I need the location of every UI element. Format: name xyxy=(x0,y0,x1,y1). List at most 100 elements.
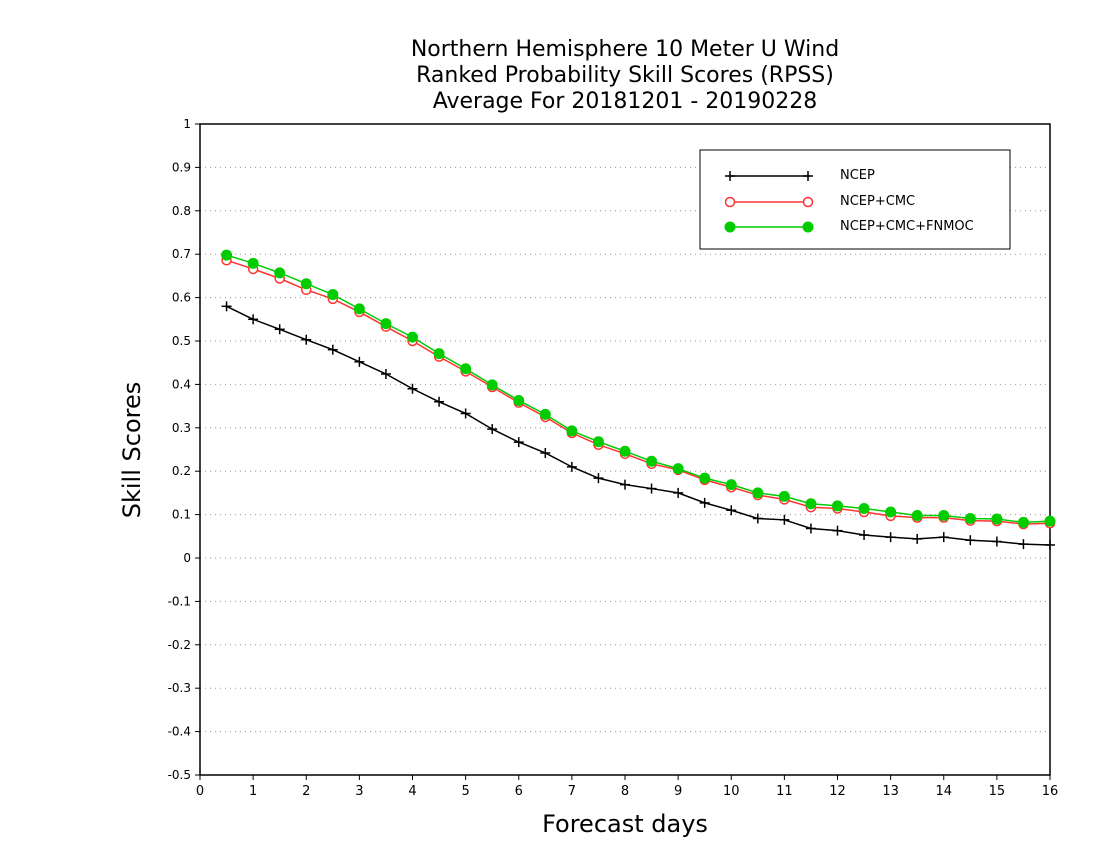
x-tick-label: 4 xyxy=(408,784,416,799)
x-tick-label: 11 xyxy=(776,784,793,799)
data-point xyxy=(646,455,658,467)
data-point xyxy=(540,447,551,458)
data-point xyxy=(407,383,418,394)
data-point xyxy=(434,396,445,407)
data-point xyxy=(380,318,392,330)
data-point xyxy=(353,303,365,315)
x-tick-label: 8 xyxy=(621,784,629,799)
data-point xyxy=(513,394,525,406)
y-tick-label: 0.4 xyxy=(172,377,191,391)
data-point xyxy=(433,348,445,360)
data-point xyxy=(566,461,577,472)
series-line-0 xyxy=(226,305,1051,546)
data-point xyxy=(885,506,897,518)
data-point xyxy=(274,324,285,335)
x-tick-label: 3 xyxy=(355,784,363,799)
y-tick-label: 0.3 xyxy=(172,421,191,435)
data-point xyxy=(247,257,259,269)
legend-marker xyxy=(724,221,736,233)
legend-marker xyxy=(725,171,735,181)
data-point xyxy=(301,334,312,345)
data-point xyxy=(859,529,870,540)
x-tick-label: 2 xyxy=(302,784,310,799)
data-point xyxy=(513,437,524,448)
legend-marker xyxy=(803,171,813,181)
data-point xyxy=(858,503,870,515)
data-point xyxy=(699,497,710,508)
legend-marker xyxy=(802,221,814,233)
data-point xyxy=(912,533,923,544)
x-tick-label: 14 xyxy=(935,784,952,799)
x-tick-label: 7 xyxy=(568,784,576,799)
data-point xyxy=(646,483,657,494)
data-point xyxy=(752,487,764,499)
data-point xyxy=(1044,515,1056,527)
data-point xyxy=(486,379,498,391)
data-point xyxy=(699,472,711,484)
y-tick-label: 0.1 xyxy=(172,508,191,522)
y-tick-label: 1 xyxy=(183,117,191,131)
data-point xyxy=(327,344,338,355)
x-tick-label: 6 xyxy=(515,784,523,799)
data-point xyxy=(673,487,684,498)
x-tick-label: 15 xyxy=(989,784,1006,799)
data-point xyxy=(1045,539,1055,550)
data-point xyxy=(885,532,896,543)
data-point xyxy=(460,363,472,375)
data-point xyxy=(407,331,418,343)
legend-marker xyxy=(802,196,814,208)
series-line-2 xyxy=(226,254,1051,524)
y-tick-label: 0 xyxy=(183,551,191,565)
x-tick-label: 13 xyxy=(882,784,899,799)
data-point xyxy=(1017,516,1029,528)
data-point xyxy=(593,473,604,484)
x-tick-label: 10 xyxy=(723,784,740,799)
y-axis-title: Skill Scores xyxy=(118,381,146,519)
data-point xyxy=(832,525,843,536)
data-point xyxy=(778,490,790,502)
data-point xyxy=(354,356,365,367)
series-0 xyxy=(221,301,1055,550)
data-point xyxy=(460,408,471,419)
y-tick-label: 0.9 xyxy=(172,160,191,174)
data-point xyxy=(779,514,790,525)
data-point xyxy=(300,278,312,290)
series-1 xyxy=(221,255,1056,530)
data-point xyxy=(938,509,950,521)
data-point xyxy=(274,267,286,279)
data-point xyxy=(620,479,630,490)
legend-label-ncep-cmc-fnmoc: NCEP+CMC+FNMOC xyxy=(840,219,974,234)
data-point xyxy=(1018,539,1029,550)
x-tick-label: 5 xyxy=(461,784,469,799)
data-point xyxy=(566,425,578,437)
x-tick-label: 12 xyxy=(829,784,846,799)
data-point xyxy=(725,479,737,491)
data-point xyxy=(539,408,551,420)
data-point xyxy=(805,498,817,510)
y-tick-label: 0.5 xyxy=(172,334,191,348)
y-tick-label: -0.3 xyxy=(168,681,191,695)
x-tick-label: 1 xyxy=(249,784,257,799)
legend-label-ncep: NCEP xyxy=(840,168,875,183)
data-point xyxy=(752,513,763,524)
chart-title-line-3: Average For 20181201 - 20190228 xyxy=(432,89,818,114)
data-point xyxy=(380,368,391,379)
chart-title-line-2: Ranked Probability Skill Scores (RPSS) xyxy=(416,63,834,88)
data-point xyxy=(619,445,631,457)
data-point xyxy=(805,523,816,534)
data-point xyxy=(248,314,259,325)
data-point xyxy=(487,424,498,435)
legend-box xyxy=(699,149,1011,250)
data-point xyxy=(938,532,949,543)
chart-title-line-1: Northern Hemisphere 10 Meter U Wind xyxy=(410,37,840,62)
data-point xyxy=(592,436,604,448)
y-tick-label: 0.8 xyxy=(172,204,191,218)
legend-marker xyxy=(724,196,736,208)
y-tick-label: -0.2 xyxy=(168,638,191,652)
data-point xyxy=(991,513,1003,525)
data-point xyxy=(672,463,684,475)
series-line-1 xyxy=(226,259,1051,525)
x-axis-title: Forecast days xyxy=(542,810,708,838)
series-2 xyxy=(221,249,1056,528)
